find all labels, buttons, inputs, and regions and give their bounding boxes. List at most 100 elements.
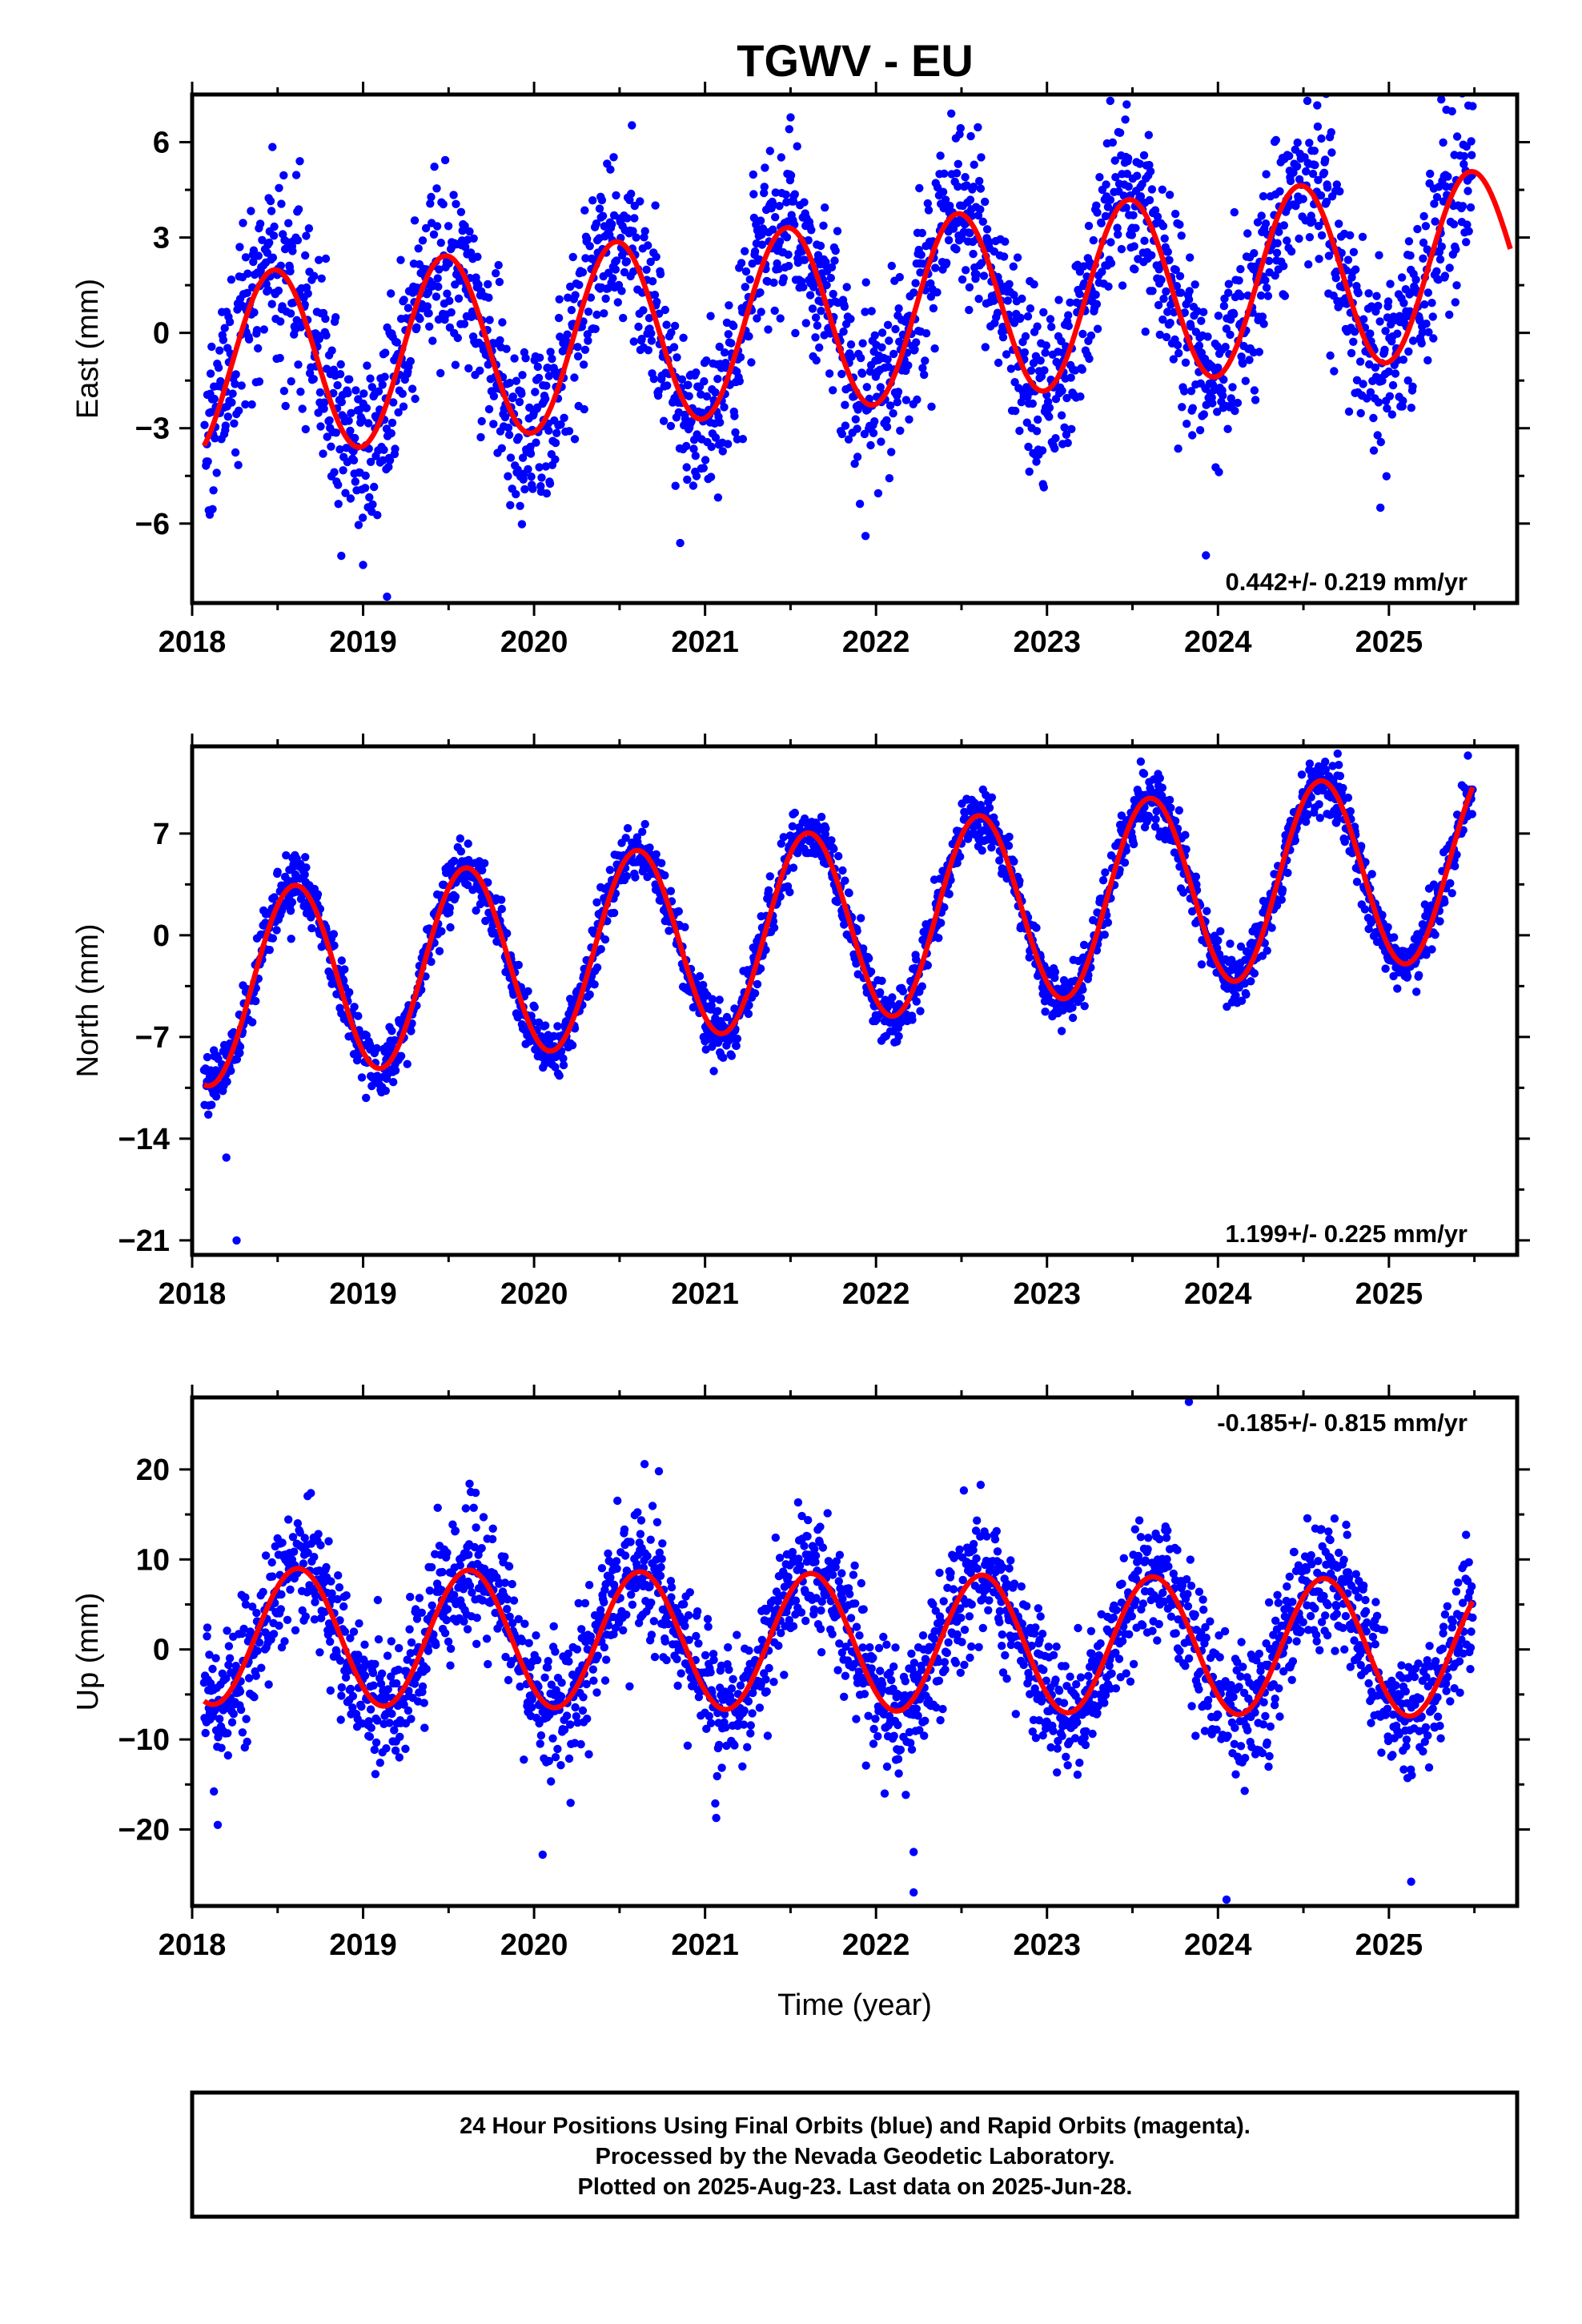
data-point (1355, 357, 1365, 366)
data-point (944, 235, 954, 245)
data-point (973, 821, 982, 830)
data-point (625, 195, 634, 204)
data-point (1304, 260, 1313, 269)
data-point (551, 1063, 560, 1072)
data-point (244, 335, 254, 344)
data-point (347, 408, 355, 417)
data-point (700, 377, 709, 386)
data-point (516, 501, 524, 510)
data-point (1158, 222, 1168, 231)
data-point (855, 500, 865, 509)
data-point (307, 923, 316, 933)
data-point (645, 843, 654, 852)
data-point (756, 216, 765, 225)
data-point (1186, 387, 1196, 396)
data-point (1404, 237, 1414, 246)
data-point (976, 205, 985, 214)
data-point (542, 489, 552, 498)
data-point (1039, 308, 1048, 317)
data-point (239, 1624, 248, 1634)
data-point (713, 1007, 722, 1015)
data-point (544, 426, 553, 435)
data-point (769, 225, 777, 234)
data-point (1062, 393, 1071, 403)
data-point (1369, 413, 1378, 423)
data-point (1271, 135, 1281, 145)
data-point (252, 326, 262, 335)
data-point (1139, 151, 1149, 160)
data-point (535, 463, 544, 472)
data-point (1323, 183, 1332, 192)
north-panel: 2018 2019 2020 2021 2022 2023 2024 202570−7−14−… (71, 734, 1530, 1311)
data-point (692, 368, 701, 377)
data-point (524, 987, 532, 996)
data-point (1018, 294, 1026, 304)
data-point (292, 316, 301, 324)
data-point (735, 376, 744, 386)
data-point (476, 432, 485, 442)
data-point (1408, 382, 1417, 391)
data-point (418, 236, 428, 245)
data-point (1311, 160, 1319, 170)
data-point (492, 269, 500, 278)
data-point (354, 1011, 363, 1020)
outlier-point (383, 592, 391, 601)
data-point (1147, 251, 1156, 259)
data-point (249, 257, 258, 267)
data-point (238, 1728, 247, 1737)
data-point (974, 295, 983, 304)
data-point (1447, 107, 1456, 116)
data-point (1139, 770, 1149, 778)
data-point (559, 1054, 568, 1063)
data-point (225, 317, 235, 327)
data-point (1432, 193, 1442, 202)
data-point (1297, 770, 1307, 779)
data-point (365, 493, 374, 502)
data-point (351, 477, 359, 486)
data-point (974, 123, 982, 132)
data-point (542, 381, 551, 390)
data-point (580, 345, 590, 354)
data-point (309, 375, 318, 384)
data-point (711, 433, 721, 442)
data-point (1006, 364, 1016, 373)
data-point (1224, 288, 1233, 297)
data-point (642, 265, 651, 274)
data-point (232, 1055, 242, 1064)
data-point (869, 428, 878, 437)
data-point (254, 251, 263, 260)
data-point (1426, 169, 1435, 179)
data-point (1378, 376, 1387, 385)
data-point (248, 1018, 257, 1027)
data-point (544, 372, 553, 380)
data-point (414, 244, 423, 253)
data-point (1351, 265, 1360, 274)
data-point (725, 301, 733, 310)
data-point (956, 852, 965, 861)
data-point (219, 336, 228, 344)
data-point (281, 401, 290, 411)
data-point (972, 270, 981, 279)
data-point (521, 354, 530, 363)
data-point (1166, 319, 1174, 328)
data-point (841, 421, 850, 430)
x-tick-label: 2018 (159, 625, 227, 659)
data-point (682, 441, 691, 451)
data-point (781, 190, 790, 199)
data-point (1261, 275, 1270, 285)
data-point (222, 1674, 231, 1683)
data-point (1381, 964, 1390, 973)
data-point (496, 336, 504, 345)
data-point (961, 173, 970, 182)
data-point (916, 268, 925, 277)
data-point (926, 292, 936, 301)
data-point (661, 870, 669, 880)
data-point (826, 273, 836, 283)
data-point (280, 1637, 289, 1646)
data-point (555, 295, 564, 304)
data-point (584, 336, 592, 345)
data-point (244, 1674, 254, 1683)
data-point (1359, 315, 1368, 324)
data-point (1415, 971, 1423, 979)
data-point (1305, 759, 1315, 768)
